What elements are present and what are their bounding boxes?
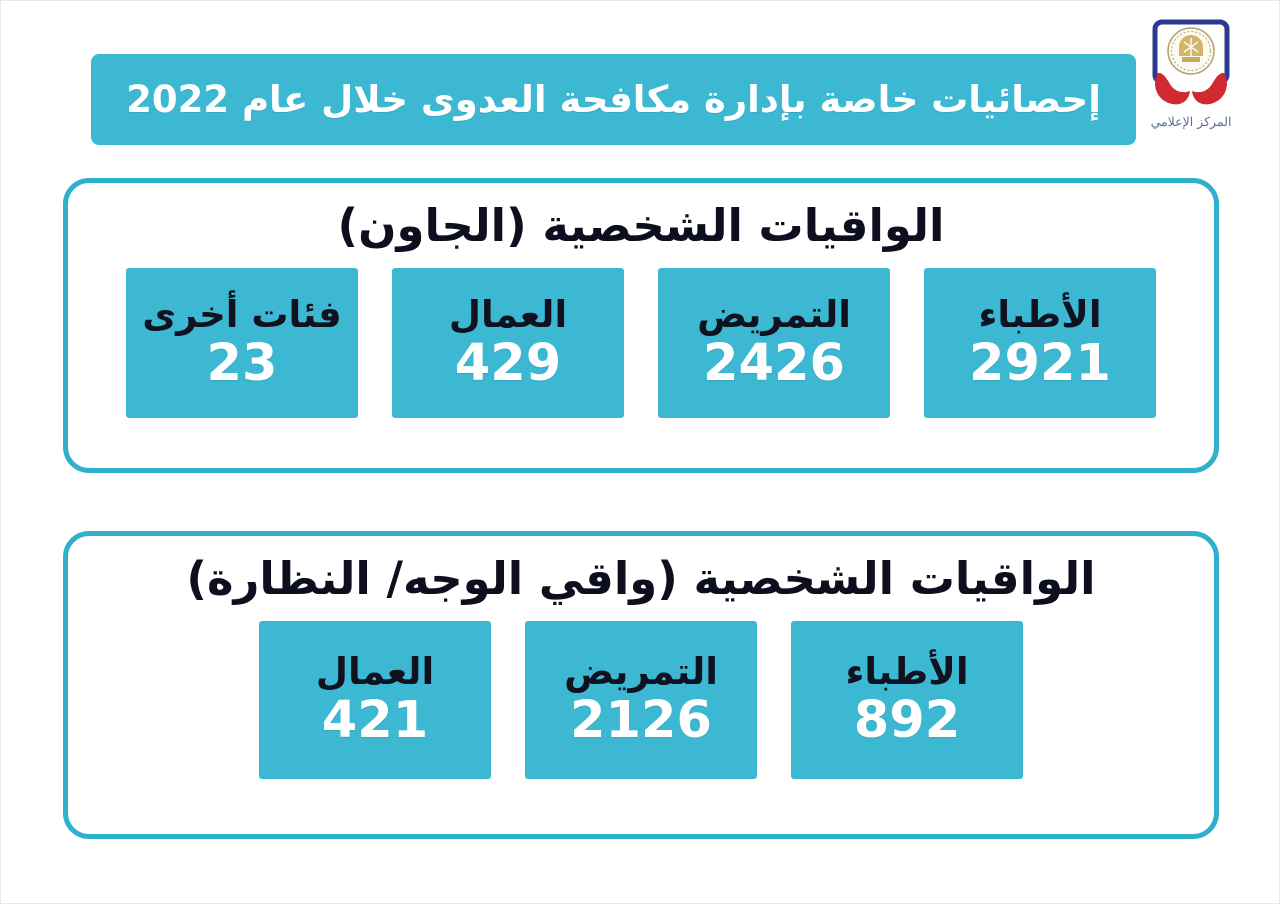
logo-caption: المركز الإعلامي bbox=[1150, 114, 1232, 129]
media-center-logo: المركز الإعلامي bbox=[1145, 17, 1237, 139]
title-bar: إحصائيات خاصة بإدارة مكافحة العدوى خلال … bbox=[91, 54, 1136, 145]
stat-label: العمال bbox=[448, 292, 568, 336]
section-gown-stats-row: الأطباء 2921 التمريض 2426 العمال 429 فئا… bbox=[68, 268, 1214, 418]
stat-label: التمريض bbox=[564, 649, 718, 693]
stat-value: 429 bbox=[454, 334, 562, 394]
section-gown-title: الواقيات الشخصية (الجاون) bbox=[337, 199, 945, 252]
section-face-shield: الواقيات الشخصية (واقي الوجه/ النظارة) ا… bbox=[63, 531, 1219, 839]
section-gown: الواقيات الشخصية (الجاون) الأطباء 2921 ا… bbox=[63, 178, 1219, 473]
stat-label: الأطباء bbox=[845, 649, 969, 693]
stat-box-workers: العمال 421 bbox=[259, 621, 491, 779]
stat-value: 2126 bbox=[570, 691, 712, 751]
stat-box-doctors: الأطباء 2921 bbox=[924, 268, 1156, 418]
stat-label: فئات أخرى bbox=[142, 292, 342, 336]
stat-box-other-categories: فئات أخرى 23 bbox=[126, 268, 358, 418]
stat-box-workers: العمال 429 bbox=[392, 268, 624, 418]
stat-value: 2426 bbox=[703, 334, 845, 394]
stat-label: الأطباء bbox=[978, 292, 1102, 336]
page-title: إحصائيات خاصة بإدارة مكافحة العدوى خلال … bbox=[126, 78, 1101, 121]
stat-label: العمال bbox=[315, 649, 435, 693]
shield-hands-icon bbox=[1152, 19, 1230, 105]
stat-value: 2921 bbox=[969, 334, 1111, 394]
stat-value: 23 bbox=[206, 334, 278, 394]
stat-value: 892 bbox=[853, 691, 961, 751]
stat-box-doctors: الأطباء 892 bbox=[791, 621, 1023, 779]
stat-box-nursing: التمريض 2426 bbox=[658, 268, 890, 418]
stat-value: 421 bbox=[321, 691, 429, 751]
section-face-shield-title: الواقيات الشخصية (واقي الوجه/ النظارة) bbox=[186, 552, 1096, 605]
stat-box-nursing: التمريض 2126 bbox=[525, 621, 757, 779]
section-face-shield-stats-row: الأطباء 892 التمريض 2126 العمال 421 bbox=[68, 621, 1214, 779]
stat-label: التمريض bbox=[697, 292, 851, 336]
